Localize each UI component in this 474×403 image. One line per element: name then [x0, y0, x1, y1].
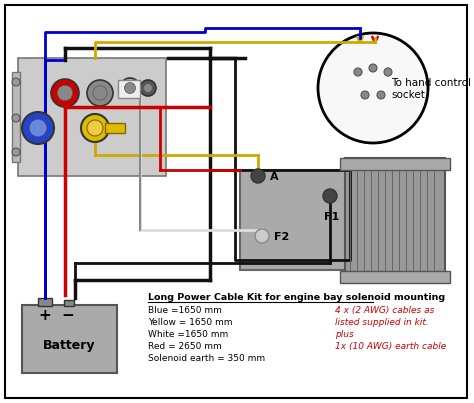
Text: Red = 2650 mm: Red = 2650 mm — [148, 342, 222, 351]
Text: F1: F1 — [324, 212, 340, 222]
Circle shape — [51, 79, 79, 107]
Circle shape — [87, 80, 113, 106]
Circle shape — [377, 91, 385, 99]
Circle shape — [120, 78, 140, 98]
Circle shape — [22, 112, 54, 144]
Text: Battery: Battery — [43, 339, 95, 351]
Bar — [105, 123, 125, 133]
Text: 1x (10 AWG) earth cable: 1x (10 AWG) earth cable — [335, 342, 446, 351]
Circle shape — [369, 64, 377, 72]
Circle shape — [12, 148, 20, 156]
Circle shape — [354, 68, 362, 76]
Text: Blue =1650 mm: Blue =1650 mm — [148, 306, 222, 315]
Text: White =1650 mm: White =1650 mm — [148, 330, 228, 339]
Circle shape — [140, 80, 156, 96]
Circle shape — [29, 119, 47, 137]
Text: −: − — [62, 308, 74, 323]
Bar — [22, 305, 117, 373]
Circle shape — [144, 83, 153, 92]
Text: To hand control
socket.: To hand control socket. — [391, 78, 471, 100]
Bar — [12, 72, 20, 162]
Bar — [240, 170, 350, 270]
Bar — [340, 271, 450, 283]
Circle shape — [93, 86, 107, 100]
Text: Yellow = 1650 mm: Yellow = 1650 mm — [148, 318, 233, 327]
Text: plus: plus — [335, 330, 354, 339]
Circle shape — [255, 229, 269, 243]
Bar — [64, 300, 74, 306]
Text: listed supplied in kit.: listed supplied in kit. — [335, 318, 429, 327]
Circle shape — [12, 114, 20, 122]
Circle shape — [87, 120, 103, 136]
Bar — [345, 158, 445, 283]
Text: +: + — [38, 308, 51, 323]
Bar — [38, 298, 52, 306]
Circle shape — [361, 91, 369, 99]
Text: Long Power Cable Kit for engine bay solenoid mounting: Long Power Cable Kit for engine bay sole… — [148, 293, 445, 302]
Text: A: A — [270, 172, 279, 182]
Circle shape — [81, 114, 109, 142]
Bar — [340, 158, 450, 170]
Text: Solenoid earth = 350 mm: Solenoid earth = 350 mm — [148, 354, 265, 363]
Bar — [18, 58, 166, 176]
Bar — [118, 80, 140, 98]
Circle shape — [125, 83, 136, 93]
Circle shape — [323, 189, 337, 203]
Circle shape — [12, 78, 20, 86]
Circle shape — [318, 33, 428, 143]
Circle shape — [384, 68, 392, 76]
Circle shape — [251, 169, 265, 183]
Text: F2: F2 — [274, 232, 289, 242]
Text: 4 x (2 AWG) cables as: 4 x (2 AWG) cables as — [335, 306, 434, 315]
Circle shape — [57, 85, 73, 101]
